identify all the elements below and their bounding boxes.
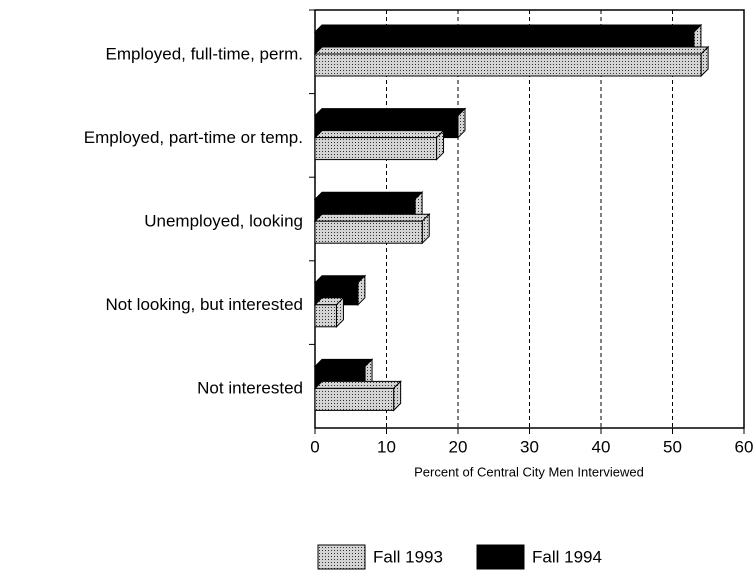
x-tick-label: 10 [377, 437, 396, 456]
legend-swatch [317, 544, 366, 570]
y-tick-label: Not looking, but interested [105, 295, 303, 314]
bar-top [313, 275, 367, 284]
legend-label: Fall 1993 [373, 547, 443, 566]
x-tick-label: 40 [592, 437, 611, 456]
bar-top [313, 130, 445, 139]
bar-top [313, 108, 467, 117]
x-tick-label: 50 [663, 437, 682, 456]
y-tick-label: Employed, full-time, perm. [106, 44, 303, 63]
x-tick-label: 20 [449, 437, 468, 456]
bar-top [313, 358, 374, 367]
x-tick-label: 0 [310, 437, 319, 456]
bar-top [313, 24, 703, 33]
bar [314, 220, 423, 244]
bar [314, 387, 395, 411]
x-axis-label: Percent of Central City Men Interviewed [414, 464, 644, 479]
bar [314, 53, 702, 77]
bar-top [313, 46, 710, 55]
bar [314, 304, 337, 328]
legend-label: Fall 1994 [532, 547, 602, 566]
x-tick-label: 30 [520, 437, 539, 456]
bar [314, 137, 438, 161]
y-tick-label: Employed, part-time or temp. [84, 128, 303, 147]
y-tick-label: Not interested [197, 379, 303, 398]
x-tick-label: 60 [735, 437, 754, 456]
bar-top [313, 213, 431, 222]
y-tick-label: Unemployed, looking [144, 211, 303, 230]
bar-top [313, 191, 424, 200]
bar-top [313, 380, 402, 389]
legend-swatch [476, 544, 525, 570]
